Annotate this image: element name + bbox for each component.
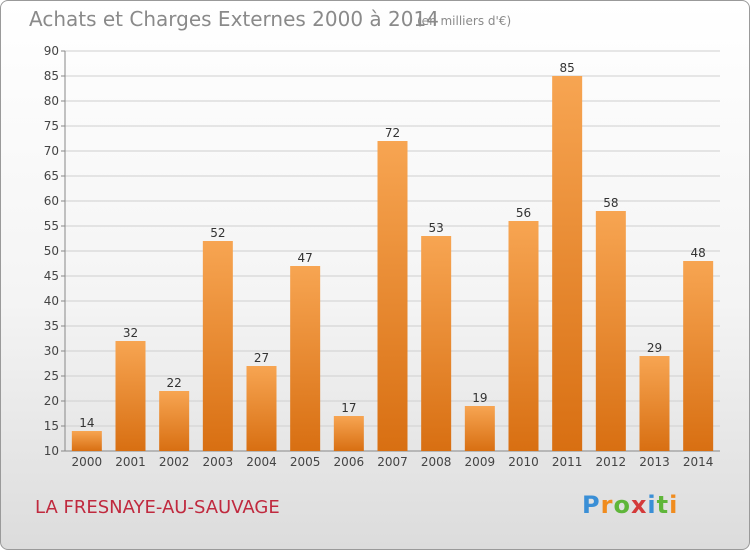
y-tick-label: 20 [44,394,59,408]
x-tick-label: 2010 [508,455,539,469]
bar-2011 [552,76,583,451]
value-label: 14 [79,416,94,430]
y-tick-label: 60 [44,194,59,208]
bars-layer [71,76,714,451]
logo-letter: i [669,491,679,519]
y-tick-label: 30 [44,344,59,358]
y-tick-label: 65 [44,169,59,183]
x-tick-label: 2011 [552,455,583,469]
y-tick-label: 50 [44,244,59,258]
y-tick-label: 55 [44,219,59,233]
x-tick-label: 2002 [159,455,190,469]
value-label: 19 [472,391,487,405]
x-tick-label: 2000 [72,455,103,469]
x-tick-label: 2007 [377,455,408,469]
x-tick-label: 2001 [115,455,146,469]
bar-2008 [421,236,452,451]
y-tick-label: 25 [44,369,59,383]
bar-2003 [202,241,233,451]
value-label: 72 [385,126,400,140]
y-tick-label: 85 [44,69,59,83]
y-tick-label: 80 [44,94,59,108]
y-tick-label: 40 [44,294,59,308]
y-tick-label: 45 [44,269,59,283]
value-label: 47 [298,251,313,265]
chart-subtitle: (en milliers d'€) [417,14,512,28]
y-tick-label: 70 [44,144,59,158]
value-label: 58 [603,196,618,210]
x-tick-label: 2014 [683,455,714,469]
value-label: 17 [341,401,356,415]
chart-title: Achats et Charges Externes 2000 à 2014 [29,7,439,31]
x-tick-label: 2003 [203,455,234,469]
bar-2012 [595,211,626,451]
logo-letter: i [647,491,657,519]
value-label: 29 [647,341,662,355]
value-label: 52 [210,226,225,240]
y-tick-label: 10 [44,444,59,458]
proxiti-logo[interactable]: Proxiti [582,491,678,519]
logo-letter: r [600,491,614,519]
value-label: 56 [516,206,531,220]
x-tick-label: 2005 [290,455,321,469]
bar-2000 [71,431,102,451]
bar-2007 [377,141,408,451]
logo-letter: x [630,491,648,519]
bar-2009 [464,406,495,451]
value-label: 22 [167,376,182,390]
commune-name: LA FRESNAYE-AU-SAUVAGE [35,497,280,518]
value-label: 85 [560,61,575,75]
labels-layer: 10 15 20 25 30 35 40 45 50 55 60 65 70 75 80 85 90 14 2000… [44,44,714,469]
y-tick-label: 90 [44,44,59,58]
value-label: 27 [254,351,269,365]
logo-letter: t [656,491,670,519]
x-tick-label: 2012 [596,455,627,469]
bar-2004 [246,366,277,451]
value-label: 53 [429,221,444,235]
bar-2010 [508,221,539,451]
bar-2013 [639,356,670,451]
x-tick-label: 2004 [246,455,277,469]
value-label: 32 [123,326,138,340]
bar-2005 [290,266,321,451]
x-tick-label: 2006 [334,455,365,469]
bar-2001 [115,341,146,451]
value-label: 48 [691,246,706,260]
bar-2014 [683,261,714,451]
x-tick-label: 2009 [465,455,496,469]
bar-2006 [333,416,364,451]
y-tick-label: 35 [44,319,59,333]
logo-letter: P [582,491,601,519]
x-tick-label: 2013 [639,455,670,469]
bar-2002 [159,391,190,451]
logo-letter: o [613,491,631,519]
x-tick-label: 2008 [421,455,452,469]
y-tick-label: 75 [44,119,59,133]
y-tick-label: 15 [44,419,59,433]
